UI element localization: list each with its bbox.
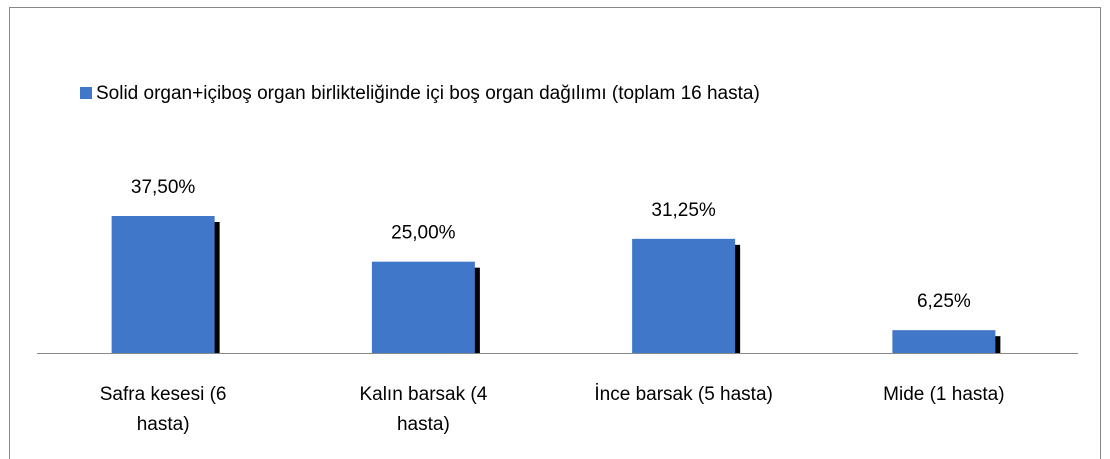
bar (371, 261, 475, 353)
bar (111, 216, 215, 353)
bar (632, 238, 736, 353)
value-label: 25,00% (391, 223, 456, 244)
legend-swatch (80, 87, 92, 99)
bar (892, 330, 996, 353)
value-label: 6,25% (917, 291, 971, 312)
x-tick-label: Kalın barsak (4 hasta) (359, 384, 488, 435)
value-label: 31,25% (651, 200, 716, 221)
legend-label: Solid organ+içiboş organ birlikteliğinde… (96, 83, 760, 104)
x-tick-label: Mide (1 hasta) (883, 384, 1005, 405)
x-tick-label: Safra kesesi (6 hasta) (99, 384, 227, 435)
value-label: 37,50% (131, 177, 196, 198)
x-tick-label: İnce barsak (5 hasta) (594, 384, 773, 405)
frame (9, 7, 1101, 459)
